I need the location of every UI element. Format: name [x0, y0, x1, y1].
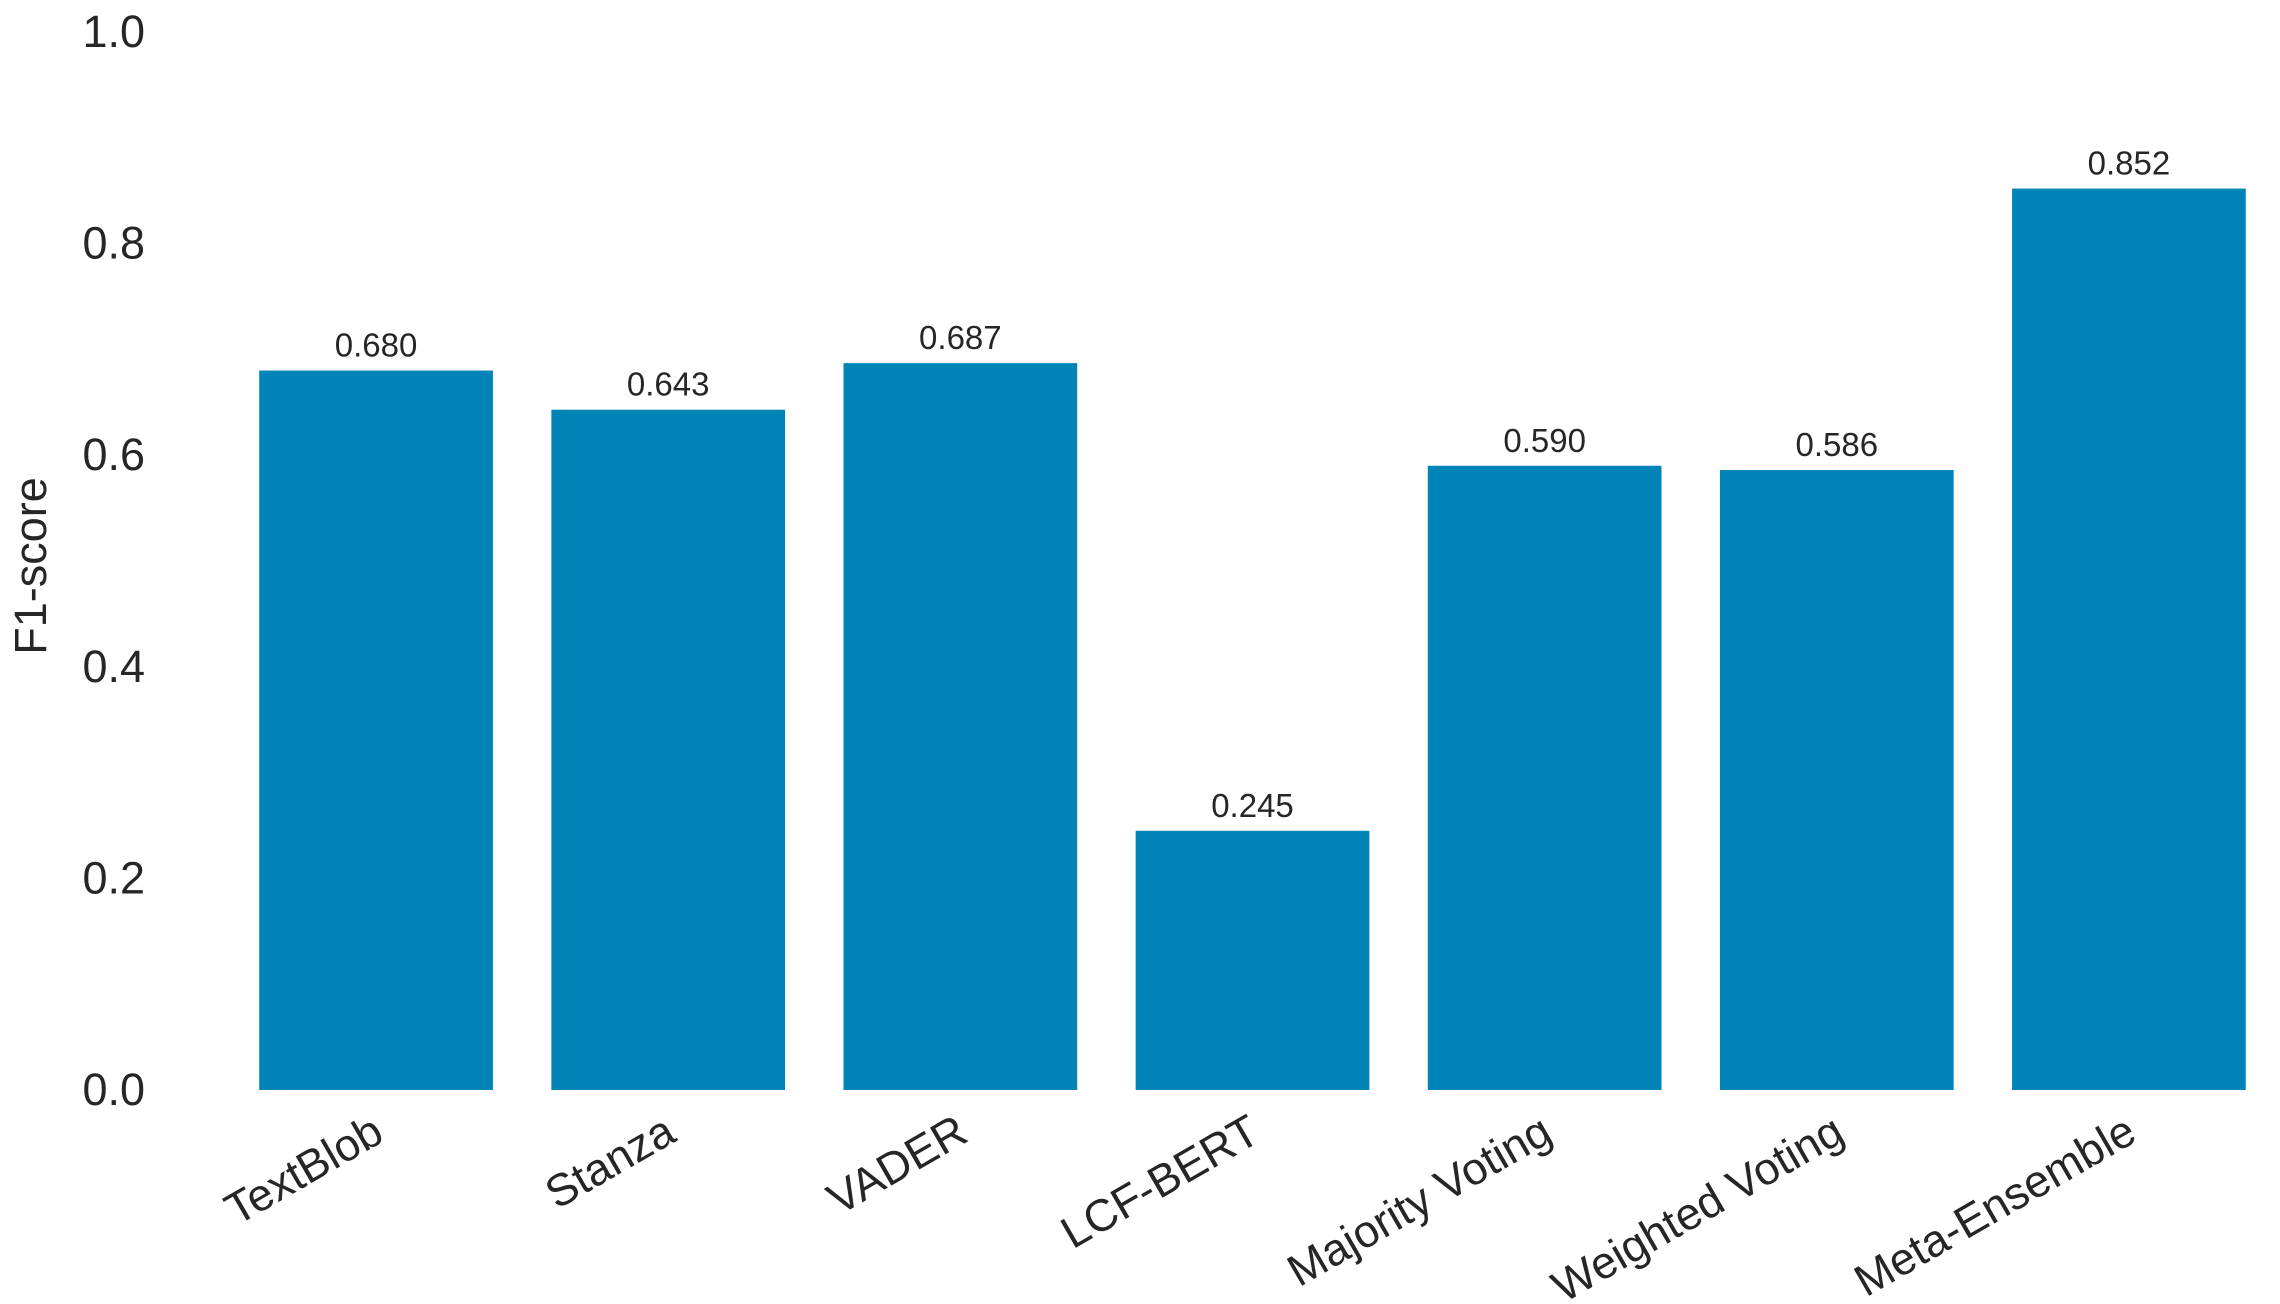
y-tick-label: 0.6 — [82, 429, 145, 480]
bar — [843, 363, 1078, 1090]
x-tick-label: TextBlob — [216, 1104, 391, 1234]
bar-value-label: 0.852 — [2088, 145, 2171, 182]
bar — [2012, 188, 2246, 1091]
x-tick-label: Weighted Voting — [1543, 1104, 1852, 1304]
bar — [1135, 830, 1370, 1090]
bars-group — [259, 188, 2246, 1091]
bar-value-label: 0.680 — [335, 327, 418, 364]
value-labels-group: 0.680 0.643 0.687 0.245 0.590 0.586 0.852 — [335, 145, 2170, 824]
y-tick-label: 0.0 — [82, 1064, 145, 1115]
y-tick-label: 0.4 — [82, 641, 145, 692]
x-tick-label: Stanza — [536, 1104, 684, 1219]
y-axis: 0.0 0.2 0.4 0.6 0.8 1.0 — [82, 6, 145, 1115]
bar-value-label: 0.590 — [1503, 422, 1586, 459]
x-tick-label: VADER — [818, 1104, 975, 1224]
bar — [551, 409, 786, 1090]
x-axis: TextBlob Stanza VADER LCF-BERT Majority Voti… — [216, 1104, 2144, 1304]
x-tick-label: LCF-BERT — [1052, 1104, 1267, 1258]
bar-value-label: 0.687 — [919, 319, 1002, 356]
bar-value-label: 0.245 — [1211, 787, 1294, 824]
x-tick-label: Majority Voting — [1279, 1104, 1560, 1296]
bar — [1427, 465, 1662, 1090]
bar — [1719, 470, 1954, 1091]
y-tick-label: 0.8 — [82, 218, 145, 269]
bar — [259, 370, 493, 1090]
y-tick-label: 1.0 — [82, 6, 145, 57]
y-tick-label: 0.2 — [82, 852, 145, 903]
x-tick-label: Meta-Ensemble — [1846, 1104, 2144, 1304]
bar-value-label: 0.586 — [1795, 426, 1878, 463]
bar-value-label: 0.643 — [627, 366, 710, 403]
y-axis-title: F1-score — [5, 477, 56, 655]
